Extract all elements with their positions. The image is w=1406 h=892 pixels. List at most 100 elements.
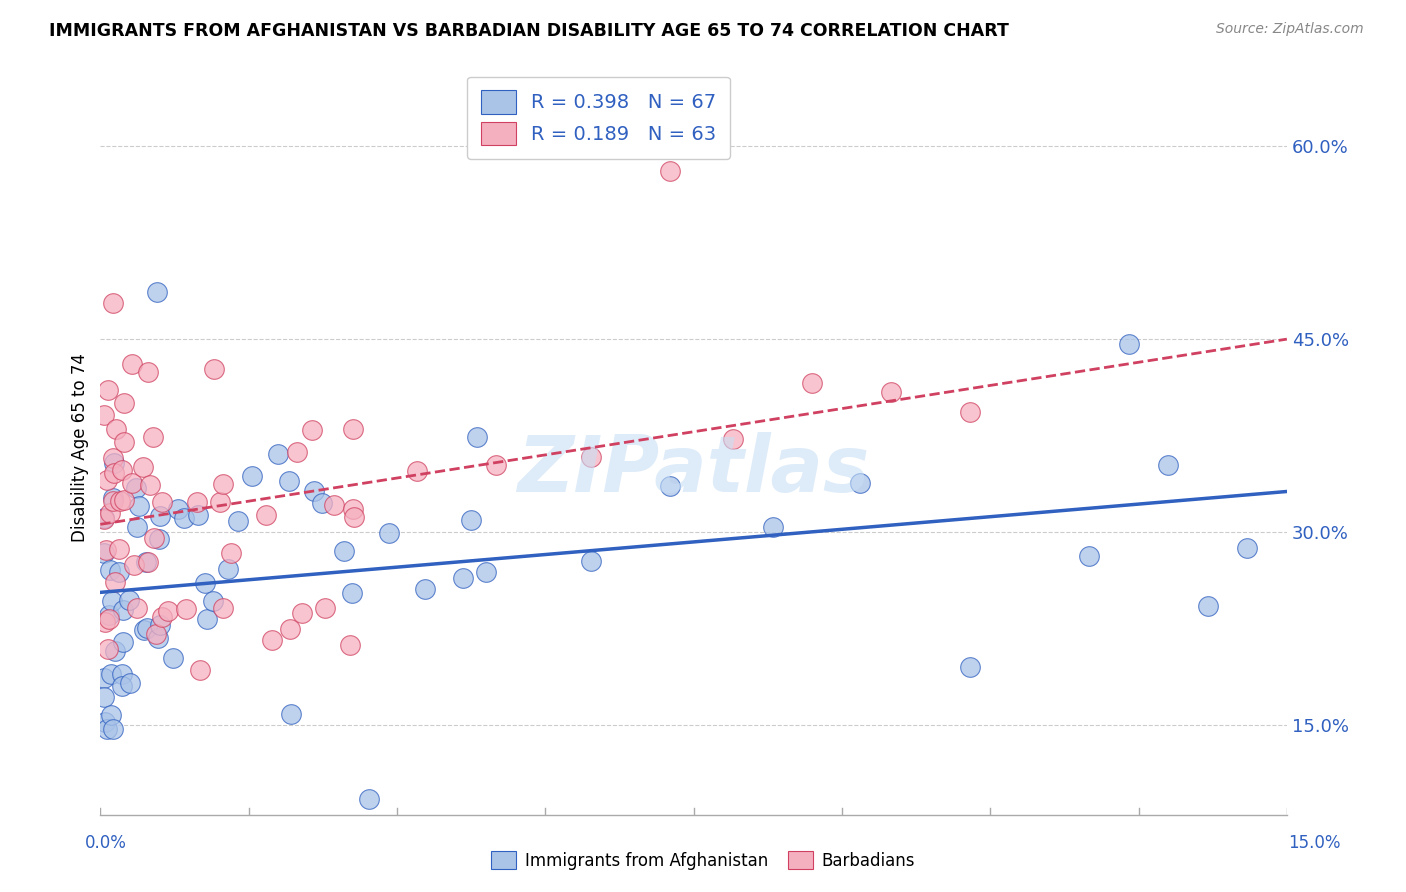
Point [880,384,903,399]
Point [111,462,134,476]
Point [202,362,225,376]
Point [186,495,208,509]
Point [108,566,131,580]
Point [96,722,118,736]
Point [112,396,135,410]
Point [101,594,124,608]
Text: 15.0%: 15.0% [1288,834,1341,852]
Point [339,638,361,652]
Point [146,285,169,299]
Point [128,500,150,514]
Point [96,474,118,488]
Point [280,706,302,721]
Point [848,475,870,490]
Point [187,508,209,522]
Point [959,660,981,674]
Point [240,468,263,483]
Point [125,482,148,496]
Point [475,565,498,579]
Point [721,433,744,447]
Point [93,510,115,524]
Point [451,571,474,585]
Legend: R = 0.398   N = 67, R = 0.189   N = 63: R = 0.398 N = 67, R = 0.189 N = 63 [467,77,730,159]
Point [136,555,159,569]
Point [138,477,160,491]
Point [465,430,488,444]
Point [103,494,125,508]
Point [103,450,125,465]
Point [285,444,308,458]
Point [357,791,380,805]
Point [209,495,232,509]
Point [103,467,125,481]
Point [278,622,301,636]
Point [93,690,115,704]
Point [194,575,217,590]
Point [197,612,219,626]
Point [342,586,364,600]
Point [658,164,681,178]
Point [111,667,134,681]
Point [101,723,124,737]
Point [658,478,681,492]
Point [1197,599,1219,613]
Point [93,715,115,730]
Point [202,594,225,608]
Point [112,634,135,648]
Point [111,680,134,694]
Point [254,508,277,522]
Point [118,593,141,607]
Point [150,495,173,509]
Point [212,601,235,615]
Point [301,423,323,437]
Point [405,465,427,479]
Point [277,475,299,489]
Point [801,376,824,390]
Point [145,627,167,641]
Point [378,526,401,541]
Point [148,532,170,546]
Point [125,520,148,534]
Point [302,483,325,498]
Point [260,632,283,647]
Point [157,604,180,618]
Point [173,511,195,525]
Point [149,508,172,523]
Point [148,618,170,632]
Point [150,610,173,624]
Point [342,510,364,524]
Point [226,514,249,528]
Point [112,492,135,507]
Point [112,434,135,449]
Point [267,447,290,461]
Point [143,532,166,546]
Point [93,512,115,526]
Point [97,608,120,623]
Point [93,409,115,423]
Point [107,542,129,557]
Point [98,506,121,520]
Point [217,562,239,576]
Point [104,643,127,657]
Point [1236,541,1258,555]
Point [1157,458,1180,472]
Point [579,554,602,568]
Point [112,603,135,617]
Point [105,422,128,436]
Point [93,545,115,559]
Point [93,671,115,685]
Point [94,615,117,630]
Point [124,558,146,572]
Point [101,491,124,506]
Text: Source: ZipAtlas.com: Source: ZipAtlas.com [1216,22,1364,37]
Point [132,460,155,475]
Point [291,606,314,620]
Point [98,612,121,626]
Point [125,600,148,615]
Point [579,450,602,464]
Point [146,631,169,645]
Point [762,520,785,534]
Point [959,405,981,419]
Point [98,563,121,577]
Point [188,663,211,677]
